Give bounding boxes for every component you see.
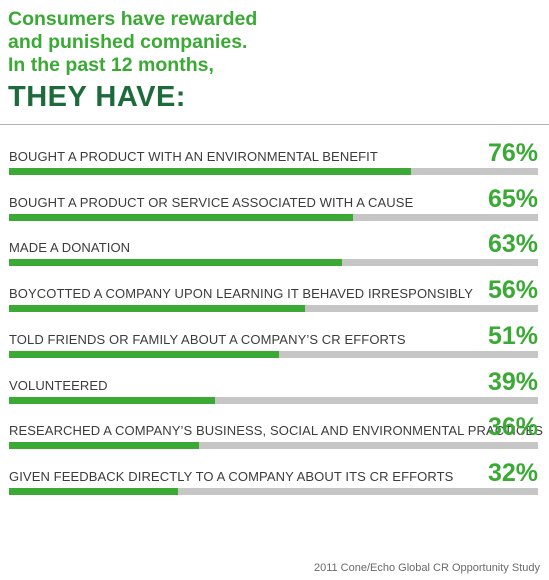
- bar-label: VOLUNTEERED: [9, 378, 108, 393]
- headline-line-1: Consumers have rewarded: [8, 8, 258, 30]
- bar-label: MADE A DONATION: [9, 240, 131, 255]
- bar: [9, 259, 343, 266]
- headline: Consumers have rewarded and punished com…: [8, 8, 408, 114]
- bar-row: BOUGHT A PRODUCT WITH AN ENVIRONMENTAL B…: [9, 139, 538, 183]
- bar-track: [9, 168, 538, 175]
- bar: [9, 351, 279, 358]
- bar-label: GIVEN FEEDBACK DIRECTLY TO A COMPANY ABO…: [9, 469, 454, 484]
- bar-value-label: 76%: [487, 139, 538, 167]
- bar-label: TOLD FRIENDS OR FAMILY ABOUT A COMPANY’S…: [9, 332, 406, 347]
- bar-value-label: 56%: [487, 276, 538, 304]
- headline-line-3: In the past 12 months,: [8, 54, 214, 76]
- bar: [9, 214, 353, 221]
- bar-track: [9, 305, 538, 312]
- bar-value-label: 32%: [487, 459, 538, 487]
- bar-track: [9, 442, 538, 449]
- bar-track: [9, 397, 538, 404]
- bar-label: BOUGHT A PRODUCT OR SERVICE ASSOCIATED W…: [9, 195, 414, 210]
- bar-value-label: 65%: [487, 185, 538, 213]
- bar: [9, 397, 216, 404]
- bar-track: [9, 214, 538, 221]
- bar-row: MADE A DONATION 63%: [9, 230, 538, 274]
- bar-label: RESEARCHED A COMPANY’S BUSINESS, SOCIAL …: [9, 423, 544, 438]
- bar-label: BOYCOTTED A COMPANY UPON LEARNING IT BEH…: [9, 286, 474, 301]
- bar-row: VOLUNTEERED 39%: [9, 368, 538, 412]
- bar-row: BOYCOTTED A COMPANY UPON LEARNING IT BEH…: [9, 276, 538, 320]
- bar-value-label: 63%: [487, 230, 538, 258]
- source-note: 2011 Cone/Echo Global CR Opportunity Stu…: [313, 562, 540, 574]
- bar-label: BOUGHT A PRODUCT WITH AN ENVIRONMENTAL B…: [9, 149, 378, 164]
- bar: [9, 488, 179, 495]
- bar: [9, 305, 306, 312]
- headline-emphasis: THEY HAVE:: [8, 81, 186, 113]
- bar-row: TOLD FRIENDS OR FAMILY ABOUT A COMPANY’S…: [9, 322, 538, 366]
- bar-row: BOUGHT A PRODUCT OR SERVICE ASSOCIATED W…: [9, 185, 538, 229]
- bar: [9, 442, 200, 449]
- divider: [0, 124, 549, 125]
- bar-track: [9, 259, 538, 266]
- bar-row: GIVEN FEEDBACK DIRECTLY TO A COMPANY ABO…: [9, 459, 538, 503]
- bar-value-label: 36%: [487, 413, 538, 441]
- bar-value-label: 39%: [487, 368, 538, 396]
- bar-track: [9, 488, 538, 495]
- bar-track: [9, 351, 538, 358]
- bar-row: RESEARCHED A COMPANY’S BUSINESS, SOCIAL …: [9, 413, 543, 457]
- bar-value-label: 51%: [487, 322, 538, 350]
- headline-line-2: and punished companies.: [8, 31, 248, 53]
- bar: [9, 168, 412, 175]
